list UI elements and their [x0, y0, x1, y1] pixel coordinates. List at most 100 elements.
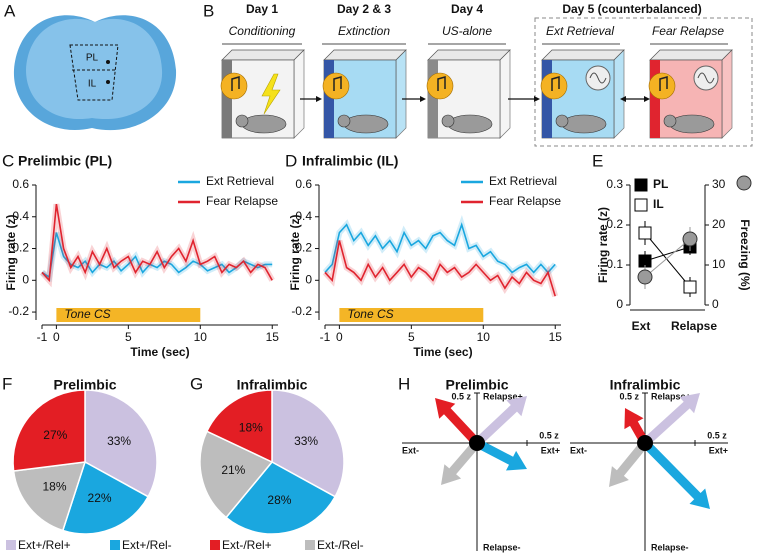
legend-label: Ext+/Rel-: [122, 538, 172, 552]
chart-title: Infralimbic: [610, 377, 681, 393]
legend-marker: [634, 198, 648, 212]
panel-letter: C: [2, 151, 14, 170]
y2-axis-label: Freezing (%): [738, 219, 752, 290]
point: [682, 231, 698, 247]
pie-label: 21%: [221, 463, 245, 477]
origin-dot: [469, 435, 485, 451]
y-tick-label: 0.2: [295, 241, 312, 255]
pie-label: 22%: [88, 491, 112, 505]
legend-label: Ext-/Rel+: [222, 538, 272, 552]
legend-swatch: [110, 540, 120, 550]
tone-icon: [426, 72, 454, 100]
box-wall: [222, 60, 232, 138]
legend-label: Ext+/Rel+: [18, 538, 71, 552]
x-tick-label: 15: [549, 330, 563, 344]
day-label: Day 1: [246, 2, 278, 16]
arrow-head: [534, 96, 540, 102]
y-tick-label: 0: [616, 297, 623, 311]
rat: [669, 114, 715, 134]
series-line: [41, 203, 273, 283]
y-tick-label: 0.3: [606, 177, 623, 191]
rat: [561, 114, 607, 134]
rat-head: [337, 114, 351, 128]
x-tick-label: 15: [266, 330, 280, 344]
rat: [343, 114, 389, 134]
series-line: [644, 232, 691, 288]
pie-slice: [225, 461, 337, 535]
region-label: IL: [88, 79, 97, 90]
tone-bar: [56, 308, 201, 322]
y-tick-label: 0: [712, 297, 719, 311]
note-icon: [551, 76, 560, 91]
x-tick-label: -1: [320, 330, 331, 344]
box-side: [613, 49, 625, 139]
legend-label: Fear Relapse: [206, 194, 278, 208]
panel-letter: E: [592, 151, 603, 170]
day-label: Day 4: [451, 2, 483, 16]
rat-head: [441, 114, 455, 128]
x-tick-label: 10: [477, 330, 491, 344]
axis-end-label: Ext+: [541, 445, 560, 455]
y-tick-label: 30: [712, 177, 726, 191]
legend-swatch: [210, 540, 220, 550]
axis-end-label: Relapse-: [483, 542, 521, 552]
y-tick-label: 0: [22, 272, 29, 286]
y-tick-label: 0.1: [606, 257, 623, 271]
tone-icon: [322, 72, 350, 100]
x-tick-label: 0: [336, 330, 343, 344]
sine-icon: [697, 72, 715, 84]
series-line: [324, 222, 556, 274]
legend-label: Ext-/Rel-: [317, 538, 364, 552]
tone-icon: [648, 72, 676, 100]
y-tick-label: 20: [712, 217, 726, 231]
pie-slice: [12, 389, 86, 472]
y-tick-label: 0.5 z: [619, 391, 639, 401]
region-label: PL: [86, 53, 99, 64]
axis-end-label: Ext+: [709, 445, 728, 455]
tone-label: Tone CS: [64, 307, 110, 321]
phase-label: US-alone: [442, 24, 492, 38]
x-tick-label: 10: [194, 330, 208, 344]
y-axis-label: Firing rate (z): [4, 214, 18, 290]
legend-label: Ext Retrieval: [489, 174, 557, 188]
box-side: [499, 49, 511, 139]
phase-label: Extinction: [338, 24, 390, 38]
axis-end-label: Relapse+: [651, 391, 691, 401]
y2-legend-marker: [736, 175, 752, 191]
note-icon: [231, 76, 240, 91]
legend-swatch: [6, 540, 16, 550]
x-tick-label: Relapse: [671, 319, 717, 333]
day5-frame: [534, 17, 753, 147]
y-tick-label: 0.6: [295, 177, 312, 191]
rat: [447, 114, 493, 134]
y-tick-label: 0.4: [295, 209, 312, 223]
x-axis-label: Time (sec): [130, 345, 189, 359]
chart-title: Prelimbic: [445, 377, 508, 393]
pie-label: 33%: [107, 434, 131, 448]
vector-arrow: [473, 396, 527, 447]
pie-label: 27%: [43, 428, 67, 442]
chart-title: Prelimbic (PL): [18, 153, 112, 169]
vector-arrow: [642, 393, 700, 447]
rat-head: [555, 114, 569, 128]
panel-letter: G: [190, 374, 203, 393]
pie-slice: [12, 461, 87, 532]
series-line: [324, 240, 556, 297]
note-icon: [437, 76, 446, 91]
legend-swatch: [305, 540, 315, 550]
axis-end-label: Ext-: [402, 445, 419, 455]
x-tick-label: 0: [53, 330, 60, 344]
y-tick-label: 0.4: [12, 209, 29, 223]
legend-label: Ext Retrieval: [206, 174, 274, 188]
pie-label: 33%: [294, 434, 318, 448]
chart-title: Infralimbic: [237, 377, 308, 393]
axis-end-label: Relapse+: [483, 391, 523, 401]
pie-label: 18%: [239, 421, 263, 435]
phase-label: Fear Relapse: [652, 24, 724, 38]
legend-label: IL: [653, 197, 664, 211]
tone-label: Tone CS: [347, 307, 393, 321]
x-tick-label: -1: [37, 330, 48, 344]
day-label: Day 2 & 3: [337, 2, 391, 16]
arrow-head: [420, 96, 426, 102]
rat-head: [663, 114, 677, 128]
